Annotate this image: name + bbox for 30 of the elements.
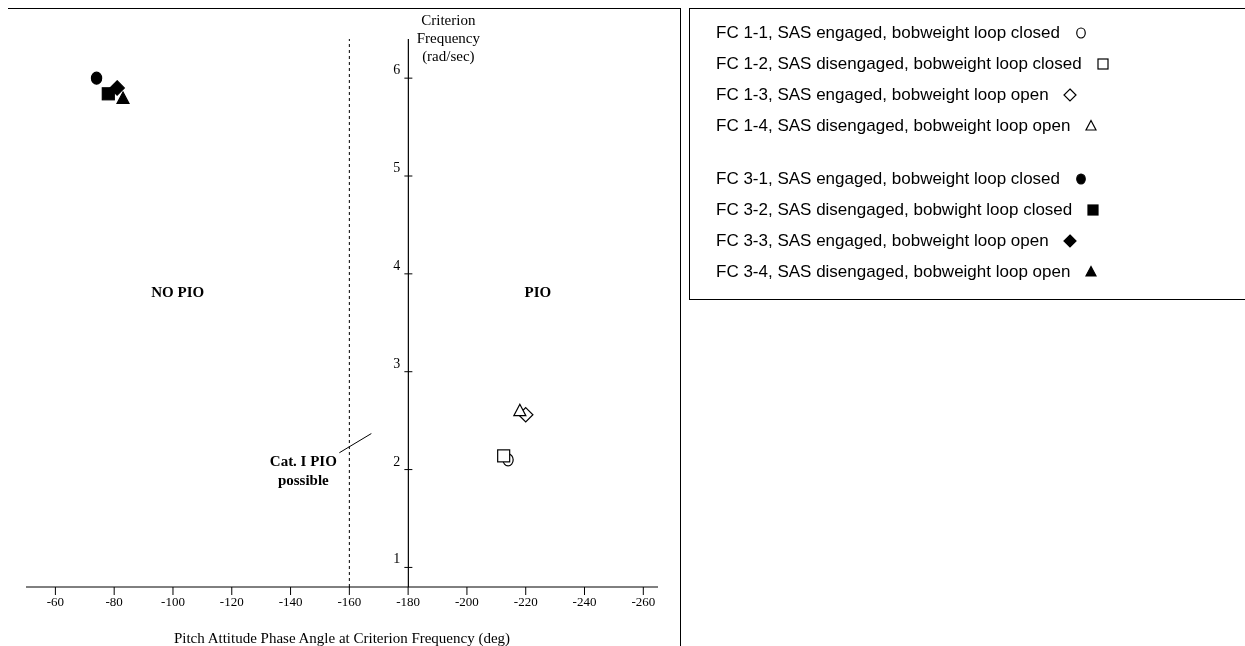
x-tick-label: -140 [278,594,303,610]
y-tick-label: 3 [393,355,401,371]
y-tick-label: 2 [393,453,401,469]
legend-label: FC 1-3, SAS engaged, bobweight loop open [716,84,1049,105]
x-tick-label: -100 [161,594,185,610]
y-tick-label: 6 [393,62,401,78]
y-tick-label: 4 [393,257,401,273]
x-tick-label: -220 [513,594,538,610]
x-tick-label: -60 [46,594,65,610]
legend-label: FC 3-4, SAS disengaged, bobweight loop open [716,261,1071,282]
x-tick-label: -180 [396,594,421,610]
annotation: NO PIO [151,283,205,300]
y-axis-title: Criterion Frequency (rad/sec) [416,12,481,65]
x-tick-label: -120 [219,594,244,610]
legend-label: FC 1-1, SAS engaged, bobweight loop closed [716,22,1061,43]
x-tick-label: -160 [337,594,362,610]
x-tick-label: -200 [455,594,479,610]
legend-label: FC 3-3, SAS engaged, bobweight loop open [716,230,1049,251]
annotation: PIO [524,283,552,300]
legend-label: FC 1-4, SAS disengaged, bobweight loop open [716,115,1071,136]
y-tick-label: 5 [393,160,401,175]
ref-line-label: Cat. I PIO possible [269,453,337,489]
legend-label: FC 3-1, SAS engaged, bobweight loop closed [716,168,1061,189]
x-axis-title: Pitch Attitude Phase Angle at Criterion Frequency (deg) [173,630,511,646]
legend-label: FC 3-2, SAS disengaged, bobwight loop closed [716,199,1073,220]
y-tick-label: 1 [393,551,401,567]
x-tick-label: -240 [572,594,597,610]
x-tick-label: -260 [631,594,656,610]
x-tick-label: -80 [105,594,123,610]
legend-label: FC 1-2, SAS disengaged, bobweight loop closed [716,53,1082,74]
